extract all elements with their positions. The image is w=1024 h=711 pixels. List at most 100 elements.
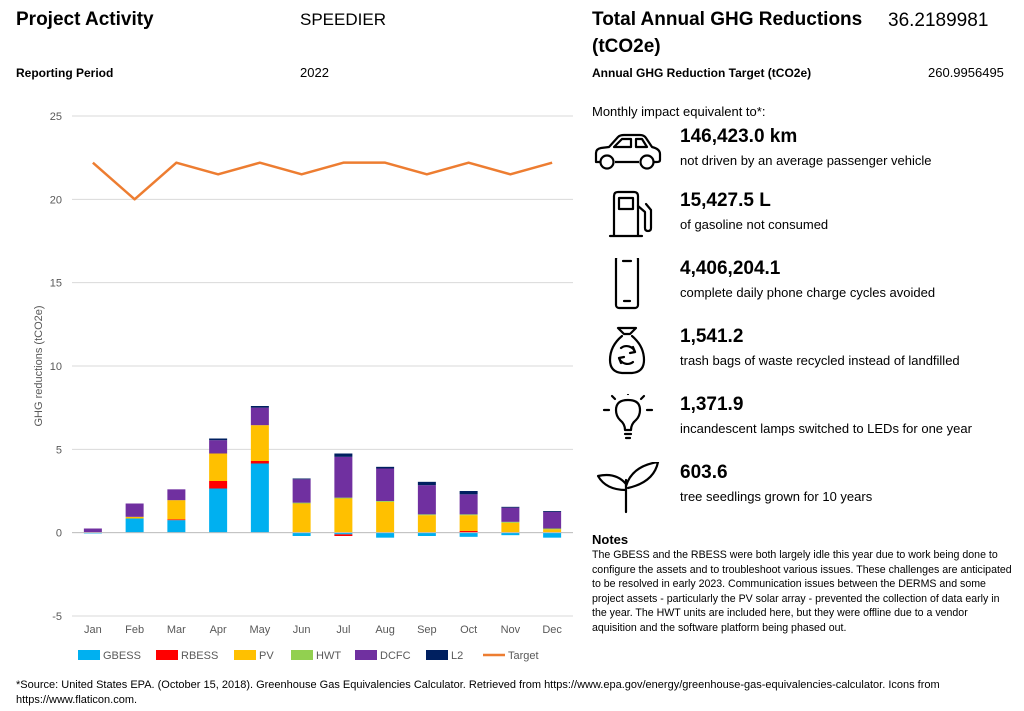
bar-dcfc-aug [376,468,395,501]
legend-label-dcfc: DCFC [380,650,411,662]
y-tick-label: 5 [56,444,62,456]
legend-swatch-l2 [426,650,448,660]
legend-label-target: Target [508,650,539,662]
total-reductions-label-line2: (tCO2e) [592,36,661,57]
bar-gbess-apr [209,488,228,533]
equivalent-item-car: 146,423.0 km not driven by an average pa… [592,126,1022,188]
equivalent-desc: tree seedlings grown for 10 years [680,489,873,504]
bar-pv-nov [501,522,520,533]
bar-gbess-oct [459,532,478,537]
equivalent-desc: incandescent lamps switched to LEDs for … [680,421,972,436]
equivalent-value: 4,406,204.1 [680,258,781,279]
equivalent-item-gasoline: 15,427.5 L of gasoline not consumed [592,190,1022,252]
bar-gbess-feb [125,518,144,533]
bar-hwt-oct [459,514,478,516]
bar-pv-jun [292,503,311,533]
equivalent-item-seedlings: 603.6 tree seedlings grown for 10 years [592,462,1022,524]
bar-gbess-nov [501,532,520,536]
x-tick-label: Feb [125,624,144,636]
bar-rbess-jul [334,534,353,536]
bar-hwt-jun [292,502,311,504]
y-axis-label: GHG reductions (tCO2e) [33,305,45,426]
y-tick-label: 20 [50,194,62,206]
bar-l2-aug [376,466,395,469]
target-value: 260.9956495 [928,65,1004,80]
legend-swatch-gbess [78,650,100,660]
bar-hwt-nov [501,521,520,523]
bar-gbess-dec [543,532,562,538]
fuel-pump-icon [608,190,653,238]
equivalent-desc: trash bags of waste recycled instead of … [680,353,960,368]
x-tick-label: Nov [501,624,521,636]
bar-pv-jul [334,498,353,533]
bar-pv-sep [417,515,436,533]
equivalent-desc: not driven by an average passenger vehic… [680,153,932,168]
x-tick-label: Apr [210,624,227,636]
y-tick-label: 25 [50,111,62,123]
smartphone-icon [614,258,640,310]
bar-l2-jun [292,478,311,480]
notes-title: Notes [592,532,629,547]
total-reductions-value: 36.2189981 [888,10,989,31]
bar-hwt-aug [376,501,395,502]
source-footnote: *Source: United States EPA. (October 15,… [16,679,940,706]
legend-swatch-dcfc [355,650,377,660]
equivalent-value: 15,427.5 L [680,190,771,211]
bar-l2-may [250,406,269,408]
y-tick-label: 10 [50,361,62,373]
bar-rbess-mar [167,519,186,521]
bar-l2-apr [209,438,228,441]
bar-gbess-jun [292,532,311,536]
equivalent-item-lamps: 1,371.9 incandescent lamps switched to L… [592,394,1022,456]
bar-l2-nov [501,506,520,508]
bar-gbess-may [250,463,269,533]
lightbulb-icon [602,394,654,440]
legend-swatch-pv [234,650,256,660]
bar-dcfc-may [250,407,269,426]
bar-gbess-mar [167,520,186,533]
bar-hwt-jul [334,497,353,499]
x-tick-label: Oct [460,624,477,636]
x-tick-label: Dec [542,624,562,636]
reporting-period-label: Reporting Period [16,66,114,80]
bar-rbess-oct [459,531,478,533]
bar-dcfc-jun [292,479,311,503]
legend-swatch-rbess [156,650,178,660]
bar-pv-mar [167,500,186,520]
bar-l2-jul [334,453,353,457]
car-icon [594,133,662,170]
bar-pv-aug [376,501,395,533]
legend-swatch-hwt [291,650,313,660]
y-tick-label: -5 [52,611,62,623]
bar-pv-oct [459,515,478,531]
equivalent-desc: of gasoline not consumed [680,217,829,232]
x-tick-label: Sep [417,624,437,636]
y-tick-label: 0 [56,528,62,540]
bar-l2-oct [459,491,478,495]
equivalent-desc: complete daily phone charge cycles avoid… [680,285,936,300]
bar-dcfc-mar [167,489,186,501]
bar-l2-sep [417,481,436,486]
project-activity-label: Project Activity [16,9,154,30]
bar-pv-dec [543,529,562,533]
legend-label-l2: L2 [451,650,463,662]
reporting-period-value: 2022 [300,65,329,80]
bar-rbess-may [250,461,269,464]
legend-label-rbess: RBESS [181,650,218,662]
ghg-reductions-chart: -5 0 5 10 15 20 25 GHG reductions (tCO2e) Jan Feb… [33,111,573,662]
bar-gbess-aug [376,532,395,538]
equivalents-intro: Monthly impact equivalent to*: [592,104,766,119]
bar-rbess-apr [209,481,228,489]
legend-label-hwt: HWT [316,650,341,662]
bar-gbess-jul [334,532,353,535]
seedling-icon [596,462,660,514]
target-label: Annual GHG Reduction Target (tCO2e) [592,66,812,80]
total-reductions-label-line1: Total Annual GHG Reductions [592,9,863,30]
bar-dcfc-apr [209,440,228,454]
bar-hwt-dec [543,528,562,530]
bar-dcfc-nov [501,507,520,522]
equivalent-value: 1,541.2 [680,326,744,347]
bar-dcfc-oct [459,494,478,515]
bar-hwt-sep [417,514,436,516]
x-tick-label: Mar [167,624,186,636]
